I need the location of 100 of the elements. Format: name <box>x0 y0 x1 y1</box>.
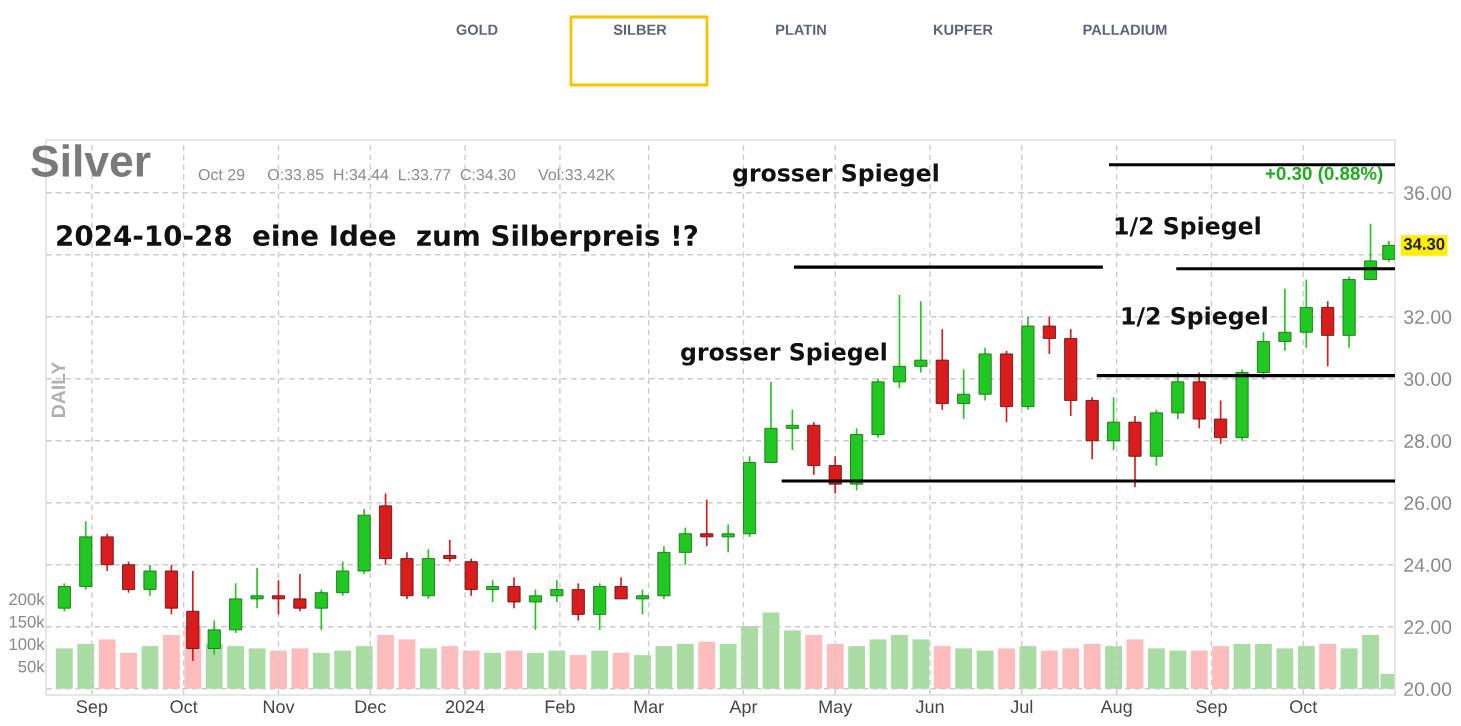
bar <box>998 648 1015 689</box>
bar <box>655 646 673 689</box>
candlestick <box>957 368 971 420</box>
bar <box>955 648 973 689</box>
y-tick-label: 36.00 <box>1404 186 1452 200</box>
bar <box>1255 643 1272 689</box>
x-tick-label: Nov <box>263 700 295 714</box>
bar <box>869 639 887 689</box>
bar <box>419 648 437 689</box>
bar <box>1276 648 1294 689</box>
bar <box>291 648 309 689</box>
bar <box>1319 643 1337 689</box>
bar <box>462 650 480 689</box>
text: SILBER <box>613 24 667 35</box>
bar <box>826 643 844 689</box>
x-tick-label: Sep <box>1196 700 1227 717</box>
annotation: grosser Spiegel <box>681 342 886 366</box>
chart-title: Silver <box>31 144 151 177</box>
x-tick-label: Oct <box>1290 700 1318 714</box>
annotation: grosser Spiegel <box>733 163 938 187</box>
x-tick-label: Mar <box>634 700 664 714</box>
bar <box>163 634 180 689</box>
bar <box>891 634 908 689</box>
y-tick-label: 20.00 <box>1404 682 1452 697</box>
candlestick <box>635 588 650 616</box>
bar <box>1297 646 1315 689</box>
bar <box>398 639 416 689</box>
y2-tick-label: 50k <box>18 660 45 673</box>
y2-tick-label: 200k <box>9 593 45 606</box>
bar <box>1062 648 1080 689</box>
bar <box>355 646 373 689</box>
y-tick-label: 26.00 <box>1404 496 1452 510</box>
bar <box>848 646 866 689</box>
annotation: 1/2 Spiegel <box>1115 216 1260 240</box>
bar <box>270 650 287 689</box>
annotation: 2024-10-28 eine Idee zum Silberpreis !? <box>57 224 698 252</box>
candlestick <box>1382 240 1395 263</box>
y-tick-label: 32.00 <box>1404 310 1452 324</box>
bar <box>120 652 137 689</box>
y2-tick-label: 150k <box>9 615 45 628</box>
bar <box>1083 643 1101 689</box>
bar <box>1190 650 1208 689</box>
y-tick-label: 30.00 <box>1404 372 1452 386</box>
bar <box>1105 646 1122 689</box>
bar <box>484 652 502 689</box>
bar <box>698 641 716 689</box>
candlestick <box>528 588 542 631</box>
bar <box>569 655 587 689</box>
bar <box>783 630 801 689</box>
candlestick <box>443 539 457 563</box>
bar <box>1040 650 1058 689</box>
annotation: 1/2 Spiegel <box>1122 306 1267 330</box>
annotation: 34.30 <box>1403 238 1445 250</box>
bar <box>1340 648 1358 689</box>
candlestick <box>914 300 928 374</box>
x-tick-label: Apr <box>729 700 758 717</box>
bar <box>77 643 95 689</box>
candlestick <box>507 576 521 610</box>
bar <box>1169 650 1187 689</box>
bar <box>141 646 159 689</box>
bar <box>612 652 630 689</box>
bar <box>505 650 523 689</box>
bar <box>227 646 245 689</box>
candlestick <box>550 579 564 603</box>
annotation: DAILY <box>51 362 66 417</box>
bar <box>248 648 266 689</box>
bar <box>762 612 780 689</box>
bar <box>98 639 116 689</box>
bar <box>1126 639 1144 689</box>
bar <box>1212 646 1230 689</box>
y-tick-label: 28.00 <box>1404 434 1452 448</box>
x-tick-label: Jun <box>915 700 944 714</box>
candlestick <box>1107 396 1121 451</box>
candlestick <box>314 588 328 631</box>
text: KUPFER <box>934 24 993 35</box>
candlestick <box>57 582 71 613</box>
candlestick <box>1042 315 1056 355</box>
x-tick-label: Jul <box>1010 699 1033 714</box>
text: GOLD <box>456 24 498 35</box>
bar <box>591 650 609 689</box>
text: Oct 29 O:33.85 H:34.44 L:33.77 C:34.30 Vol:33.42K <box>198 168 616 181</box>
bar <box>1147 648 1165 689</box>
candlestick <box>1214 399 1228 445</box>
y2-tick-label: 100k <box>9 637 45 651</box>
bar <box>312 652 330 689</box>
bar <box>527 652 544 689</box>
candlestick <box>336 560 350 597</box>
candlestick <box>892 294 906 389</box>
x-tick-label: Aug <box>1100 700 1132 717</box>
candlestick <box>143 563 157 597</box>
candlestick <box>785 408 799 451</box>
bar <box>334 650 352 689</box>
bar <box>634 655 651 689</box>
x-tick-label: Feb <box>545 699 575 714</box>
candlestick <box>293 573 307 613</box>
bar <box>976 650 994 689</box>
bar <box>377 634 394 689</box>
x-tick-label: May <box>819 700 853 717</box>
x-tick-label: Oct <box>170 700 198 714</box>
candlestick <box>250 567 264 610</box>
